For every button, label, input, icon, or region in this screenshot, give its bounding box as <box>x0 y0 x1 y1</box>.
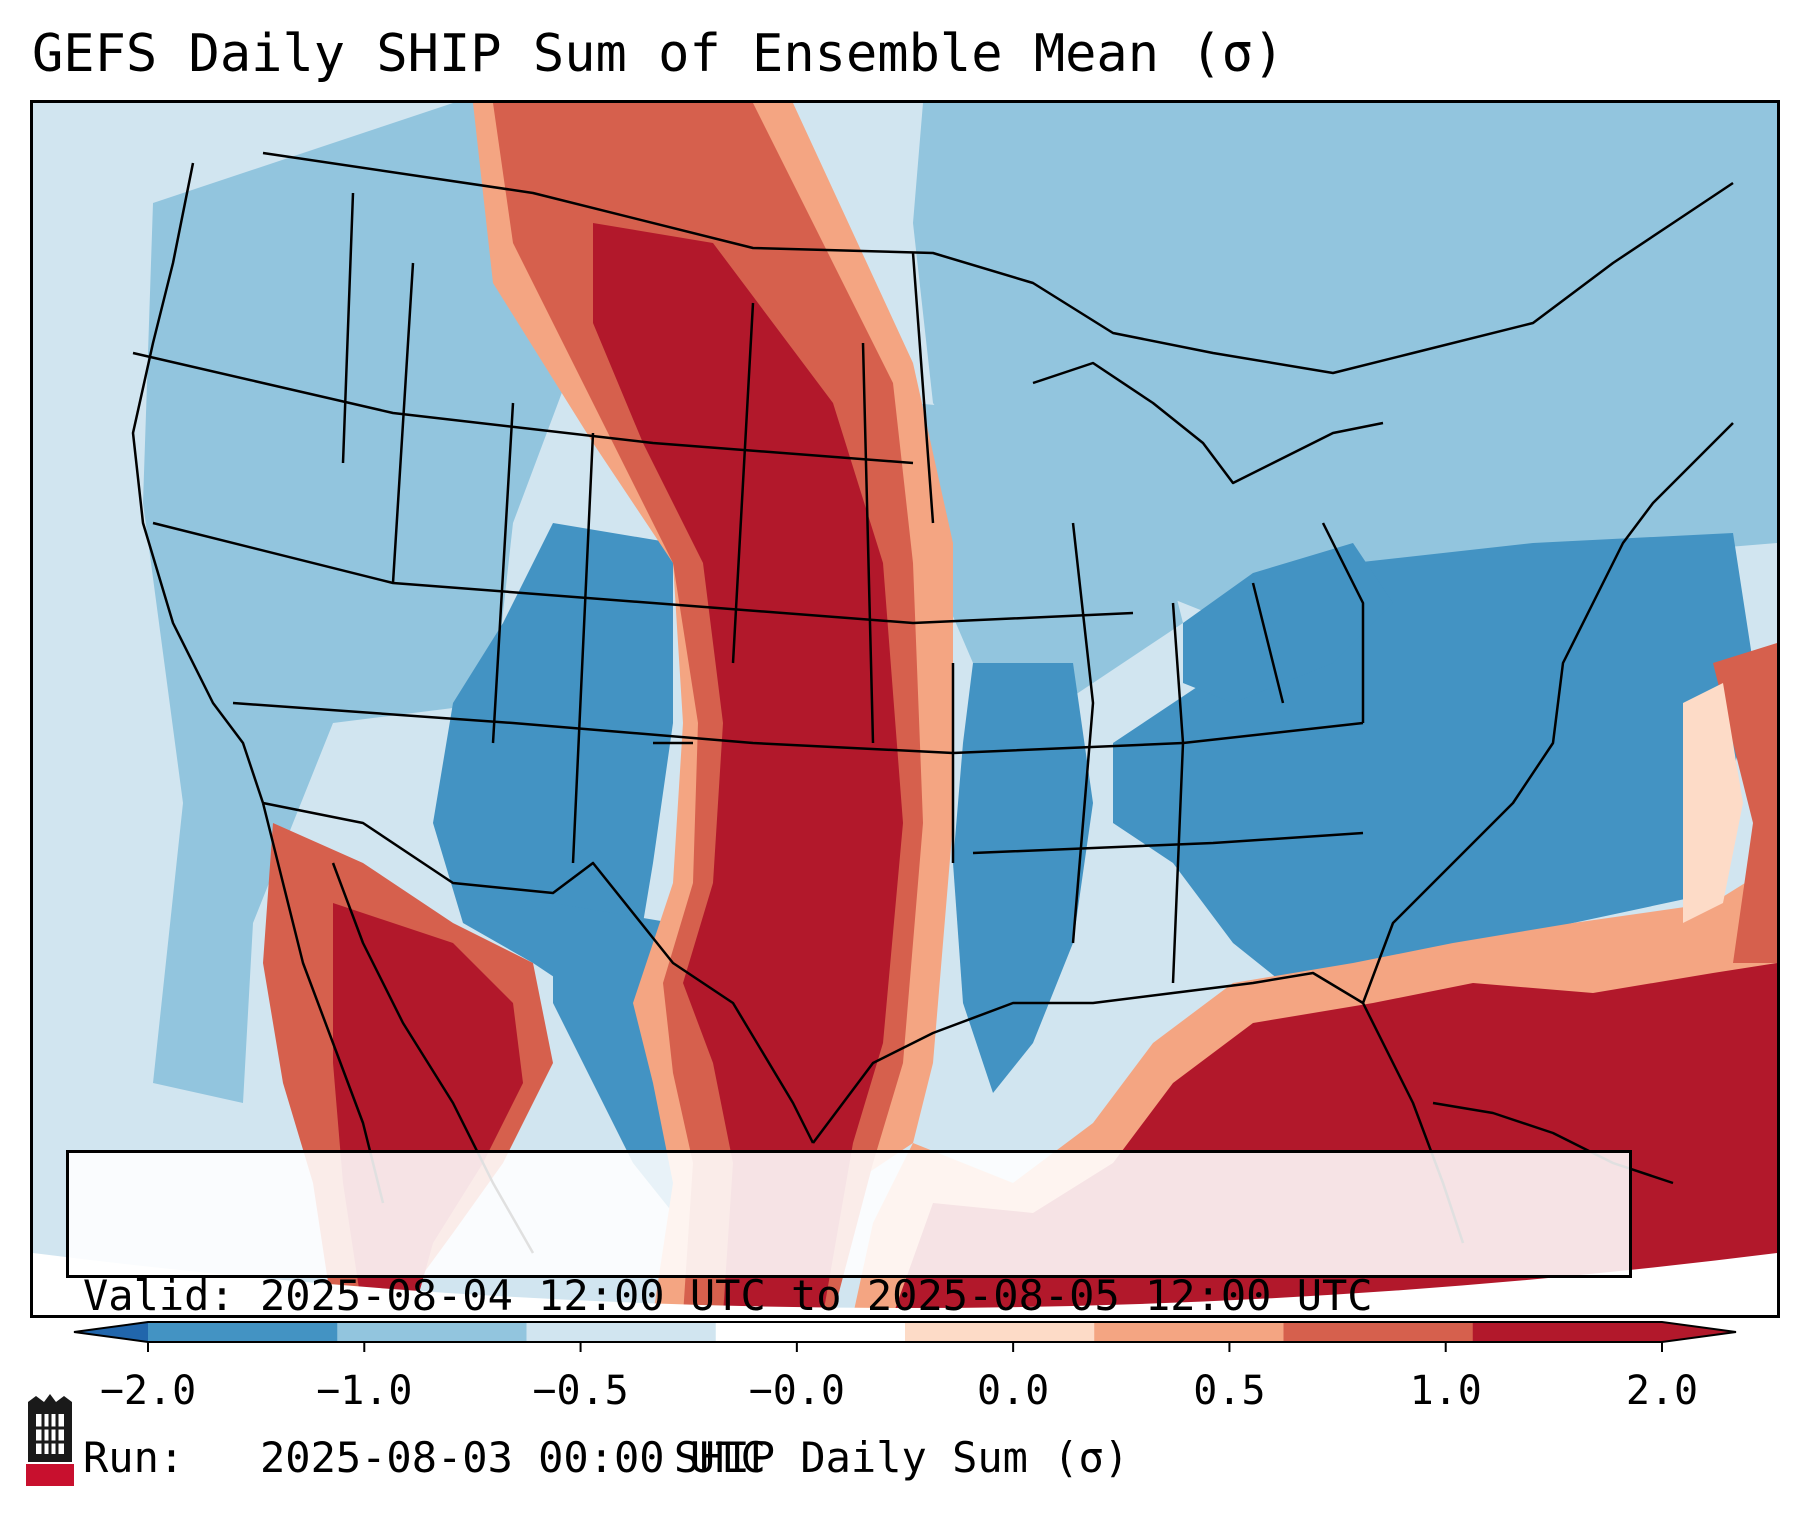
colorbar-tick-label: 0.0 <box>977 1368 1050 1414</box>
niu-logo <box>26 1394 74 1486</box>
validity-info-box: Valid: 2025-08-04 12:00 UTC to 2025-08-0… <box>66 1150 1632 1482</box>
outline-gulf-coast <box>812 971 1465 1244</box>
colorbar-tick-label: −0.0 <box>748 1368 846 1414</box>
valid-time-text: Valid: 2025-08-04 12:00 UTC to 2025-08-0… <box>83 1271 1373 1320</box>
logo-banner <box>26 1464 74 1486</box>
outline-us-border-north <box>262 151 1734 375</box>
colorbar-tick-label: 2.0 <box>1625 1368 1699 1414</box>
outline-east-coast <box>1361 422 1734 1004</box>
outline-west-coast <box>131 162 265 804</box>
field-weak-positive-atlantic <box>1683 683 1743 923</box>
map-canvas <box>33 103 1777 1315</box>
map-panel[interactable] <box>30 100 1780 1318</box>
colorbar-extend-over <box>1662 1322 1736 1342</box>
run-time-text: Run: 2025-08-03 00:00 UTC <box>83 1433 766 1482</box>
field-strong-negative-midsouth <box>953 663 1093 1093</box>
colorbar-tick-label: 0.5 <box>1193 1368 1266 1414</box>
field-strong-negative-oh-valley <box>1183 543 1393 703</box>
outline-state-lines-vertical <box>341 192 1365 984</box>
colorbar-tick-label: 1.0 <box>1409 1368 1482 1414</box>
outline-state-lines-horizontal <box>132 351 1364 855</box>
field-strong-negative-rockies <box>433 523 673 1003</box>
field-extreme-positive-plains <box>593 223 903 1315</box>
outline-great-lakes <box>1032 361 1384 485</box>
colorbar-tick-label: −1.0 <box>316 1368 413 1414</box>
field-moderate-negative-west <box>143 103 593 1103</box>
colorbar-tick-label: −0.5 <box>532 1368 629 1414</box>
colorbar-label: SHIP Daily Sum (σ) <box>673 1433 1130 1482</box>
geographic-outlines <box>131 151 1734 1254</box>
map-title: GEFS Daily SHIP Sum of Ensemble Mean (σ) <box>32 24 1285 84</box>
projection-edge-mask <box>33 1253 1777 1315</box>
outline-us-mexico-border <box>262 801 815 1144</box>
outline-cuba <box>1432 1101 1674 1185</box>
colorbar-tick-label: −2.0 <box>99 1368 197 1414</box>
outline-baja <box>261 802 385 1204</box>
field-moderate-negative-plains <box>913 403 1183 703</box>
